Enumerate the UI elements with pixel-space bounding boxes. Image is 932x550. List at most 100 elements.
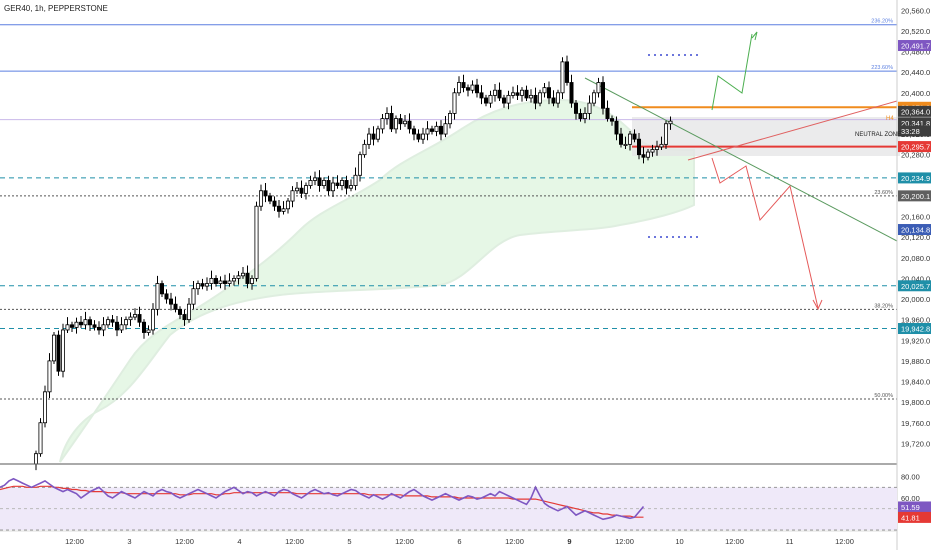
candle-body — [610, 118, 615, 122]
price-tag-box — [898, 125, 931, 137]
candle-body — [533, 94, 538, 104]
level-label: 50.00% — [874, 393, 893, 399]
candle-body — [159, 283, 164, 295]
time-axis-label: 5 — [347, 537, 351, 546]
time-axis[interactable]: 12:00 3 12:00 4 12:00 5 12:00 6 12:00 9 12:00 10 12:… — [65, 537, 854, 546]
candle-body — [52, 334, 57, 362]
candle-body — [344, 180, 349, 189]
time-axis-label: 4 — [237, 537, 241, 546]
candle-body — [443, 123, 448, 135]
price-axis-label: 19,920.0 — [901, 336, 930, 345]
candle-body — [614, 120, 619, 135]
rsi-tag-box — [898, 511, 931, 523]
price-axis-label: 19,720.0 — [901, 439, 930, 448]
candle-body — [492, 89, 497, 96]
price-axis-label: 20,560.0 — [901, 6, 930, 15]
candle-body — [88, 319, 93, 326]
candle-body — [321, 180, 326, 186]
candle-body — [218, 280, 223, 284]
price-axis-label: 20,000.0 — [901, 295, 930, 304]
level-label: 23.60% — [874, 190, 893, 196]
candle-body — [596, 82, 601, 94]
candle-body — [416, 133, 421, 140]
candle-body — [335, 182, 340, 186]
time-axis-label: 12:00 — [285, 537, 304, 546]
time-axis-label: 3 — [127, 537, 131, 546]
candle-body — [583, 113, 588, 119]
candle-body — [497, 89, 502, 99]
candle-body — [366, 133, 371, 145]
candle-body — [578, 113, 583, 119]
candle-body — [434, 125, 439, 132]
candle-body — [538, 92, 543, 104]
time-axis-label: 9 — [567, 537, 571, 546]
price-tag-box — [898, 190, 931, 202]
price-tag-label: 20,200.1 — [901, 192, 930, 201]
candle-body — [245, 272, 250, 284]
candle-body — [326, 180, 331, 192]
candle-body — [56, 334, 61, 372]
time-axis-label: 6 — [457, 537, 461, 546]
candle-body — [474, 84, 479, 94]
candle-body — [267, 195, 272, 202]
candle-body — [119, 324, 124, 331]
candle-body — [357, 154, 362, 176]
candle-body — [285, 200, 290, 210]
candle-body — [195, 283, 200, 290]
candle-body — [362, 143, 367, 156]
candle-body — [628, 133, 633, 145]
candle-body — [659, 143, 664, 148]
rsi-tag-label: 51.59 — [901, 503, 920, 512]
candle-body — [79, 321, 84, 326]
candle-body — [70, 324, 75, 328]
candle-body — [542, 87, 547, 94]
candle-body — [182, 314, 187, 321]
candle-body — [479, 92, 484, 99]
candle-body — [124, 319, 129, 326]
candle-body — [168, 298, 173, 305]
candle-body — [592, 92, 597, 104]
level-label: 38.20% — [874, 303, 893, 309]
candle-body — [461, 82, 466, 89]
rsi-axis-label: 60.00 — [901, 494, 920, 503]
candle-body — [74, 321, 79, 328]
price-tag-label: 20,491.7 — [901, 42, 930, 51]
ascending-trendline — [687, 100, 898, 161]
candle-body — [438, 125, 443, 135]
price-tag-box — [898, 280, 931, 292]
price-axis-label: 20,040.0 — [901, 274, 930, 283]
candle-body — [92, 324, 97, 328]
candle-body — [402, 120, 407, 125]
price-tag-box — [898, 323, 931, 335]
price-axis-label: 19,960.0 — [901, 316, 930, 325]
candle-body — [605, 107, 610, 119]
candle-body — [425, 128, 430, 135]
time-axis-label: 12:00 — [505, 537, 524, 546]
price-tag-label: 20,341.8 — [901, 119, 930, 128]
candle-body — [83, 319, 88, 326]
candle-body — [231, 277, 236, 282]
bullish-arrowhead — [751, 31, 758, 41]
projection-paths — [711, 31, 823, 311]
candle-body — [483, 97, 488, 104]
rsi-axis-label: 80.00 — [901, 473, 920, 482]
candle-body — [209, 277, 214, 284]
price-axis-label: 20,120.0 — [901, 233, 930, 242]
candle-body — [65, 324, 70, 331]
time-axis-label: 10 — [675, 537, 683, 546]
price-tag-label: 20,295.7 — [901, 143, 930, 152]
candle-body — [47, 360, 52, 393]
time-axis-label: 12:00 — [395, 537, 414, 546]
candle-body — [43, 391, 48, 424]
price-tag-label: 20,234.9 — [901, 174, 930, 183]
candle-body — [132, 314, 137, 318]
candle-body — [650, 149, 655, 153]
price-axis-label: 20,440.0 — [901, 68, 930, 77]
candle-body — [465, 87, 470, 91]
price-axis-label: 20,520.0 — [901, 27, 930, 36]
candle-body — [330, 182, 335, 192]
candle-body — [641, 154, 646, 158]
price-axis-label: 19,760.0 — [901, 419, 930, 428]
candle-body — [353, 174, 358, 187]
